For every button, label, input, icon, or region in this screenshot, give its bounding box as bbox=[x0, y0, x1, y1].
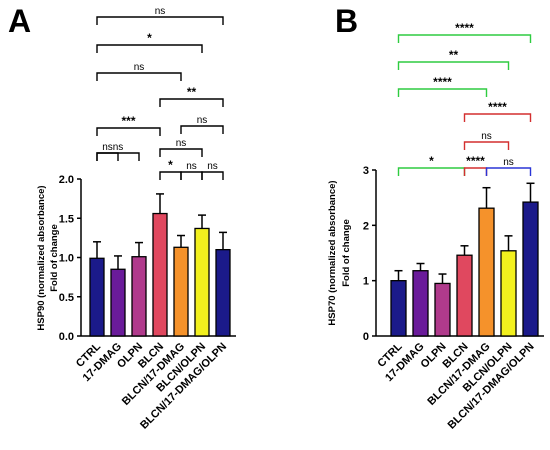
bar bbox=[173, 246, 189, 337]
y-tick-label: 1 bbox=[363, 276, 369, 288]
significance-label: ns bbox=[186, 161, 197, 172]
chart-panel-a: A 0.0 0.5 1.0 1.5 2.0 HSP90 (normalized absorb… bbox=[8, 3, 236, 432]
significance-bracket bbox=[96, 72, 182, 81]
significance-label: ns bbox=[197, 115, 208, 126]
y-axis-label: HSP70 (normalized absorbance) bbox=[327, 180, 338, 325]
y-tick-label: 1.0 bbox=[59, 253, 74, 265]
bar bbox=[215, 248, 231, 337]
y-tick-label: 1.5 bbox=[59, 213, 74, 225]
bar bbox=[412, 270, 429, 337]
significance-bracket bbox=[397, 88, 488, 97]
significance-bracket bbox=[485, 167, 532, 176]
bar bbox=[456, 254, 473, 337]
y-tick-label: 3 bbox=[363, 165, 369, 177]
significance-bracket bbox=[96, 44, 203, 53]
significance-label: ns bbox=[102, 142, 113, 153]
significance-bracket bbox=[463, 167, 488, 176]
significance-label: ns bbox=[134, 62, 145, 73]
bar bbox=[500, 250, 517, 337]
significance-label: * bbox=[168, 158, 173, 172]
significance-label: **** bbox=[466, 154, 485, 168]
significance-label: * bbox=[429, 154, 434, 168]
panel-label: A bbox=[8, 3, 31, 39]
significance-bracket bbox=[180, 171, 203, 180]
significance-bracket bbox=[397, 167, 466, 176]
significance-bracket bbox=[397, 61, 510, 70]
significance-label: ns bbox=[113, 142, 124, 153]
y-tick-label: 0.0 bbox=[59, 331, 74, 343]
significance-label: **** bbox=[488, 100, 507, 114]
panel-label: B bbox=[335, 3, 358, 39]
significance-label: ** bbox=[187, 85, 197, 99]
bar bbox=[434, 282, 451, 337]
y-axis-label-line2: Fold of change bbox=[49, 224, 60, 292]
chart-panel-b: B 0 1 2 3 HSP70 (normalized absorbance) Fold o… bbox=[327, 3, 544, 432]
significance-bracket bbox=[96, 152, 140, 161]
bar bbox=[152, 212, 168, 337]
significance-bracket bbox=[201, 171, 224, 180]
significance-bracket bbox=[463, 113, 532, 122]
significance-bracket bbox=[180, 125, 224, 134]
significance-bracket bbox=[159, 148, 203, 157]
significance-label: ** bbox=[449, 48, 459, 62]
significance-label: ns bbox=[207, 161, 218, 172]
significance-bracket bbox=[96, 152, 119, 161]
y-tick-label: 0 bbox=[363, 331, 369, 343]
significance-bracket bbox=[397, 34, 532, 43]
y-axis-label: HSP90 (normalized absorbance) bbox=[36, 185, 47, 330]
bar bbox=[478, 207, 495, 337]
bar bbox=[89, 257, 105, 337]
significance-label: ns bbox=[503, 157, 514, 168]
y-tick-label: 2 bbox=[363, 220, 369, 232]
bar bbox=[110, 268, 126, 337]
significance-label: *** bbox=[121, 114, 135, 128]
significance-label: ns bbox=[155, 6, 166, 17]
bar bbox=[390, 280, 407, 337]
bar bbox=[522, 201, 539, 337]
significance-bracket bbox=[159, 171, 182, 180]
significance-label: **** bbox=[455, 21, 474, 35]
significance-bracket bbox=[159, 98, 224, 107]
significance-label: * bbox=[147, 31, 152, 45]
bar bbox=[131, 256, 147, 337]
significance-label: ns bbox=[176, 138, 187, 149]
significance-label: **** bbox=[433, 75, 452, 89]
significance-bracket bbox=[96, 16, 224, 25]
y-tick-label: 0.5 bbox=[59, 292, 74, 304]
significance-bracket bbox=[463, 141, 510, 150]
significance-label: ns bbox=[481, 131, 492, 142]
bar bbox=[194, 227, 210, 337]
y-tick-label: 2.0 bbox=[59, 174, 74, 186]
y-axis-label-line2: Fold of change bbox=[341, 219, 352, 287]
significance-bracket bbox=[96, 127, 161, 136]
